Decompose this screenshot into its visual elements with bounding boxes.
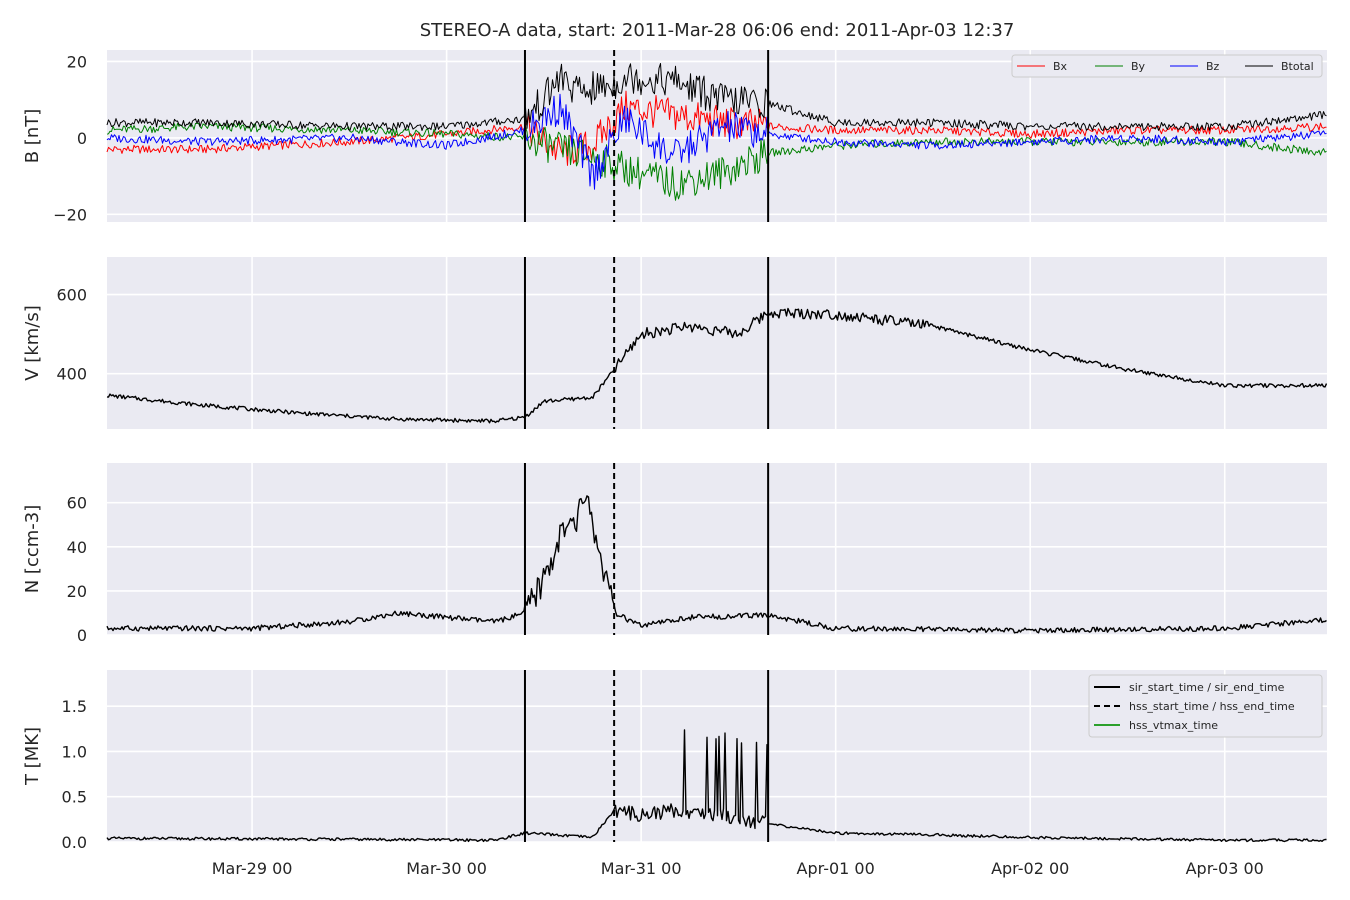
- legend-label-2: hss_start_time / hss_end_time: [1129, 700, 1295, 713]
- legend-label-bz: Bz: [1206, 60, 1220, 73]
- y-axis-label: N [ccm-3]: [22, 505, 43, 594]
- event-legend: sir_start_time / sir_end_time hss_start_t…: [1088, 674, 1323, 738]
- legend-label-by: By: [1131, 60, 1146, 73]
- series-btotal: [106, 63, 1327, 132]
- legend-label-btotal: Btotal: [1281, 60, 1314, 73]
- y-tick-label: 1.0: [62, 742, 87, 761]
- y-tick-label: 0.5: [62, 788, 87, 807]
- panel-2: 400 600 V [km/s]: [22, 257, 1328, 429]
- y-tick-label: 600: [56, 286, 87, 305]
- x-tick-label: Mar-29 00: [212, 859, 293, 878]
- y-tick-label: 400: [56, 365, 87, 384]
- y-tick-label: 0.0: [62, 833, 87, 852]
- series-bx: [106, 90, 1327, 166]
- legend-label-bx: Bx: [1053, 60, 1068, 73]
- series-v: [106, 307, 1328, 424]
- y-tick-label: 20: [67, 582, 87, 601]
- b-legend: Bx By Bz Btotal: [1011, 54, 1323, 78]
- panel-background: [107, 463, 1327, 635]
- y-axis-label: T [MK]: [22, 727, 43, 786]
- panel-3: 0 20 40 60 N [ccm-3]: [22, 463, 1327, 645]
- x-tick-label: Apr-01 00: [797, 859, 875, 878]
- y-tick-label: −20: [53, 205, 87, 224]
- legend-label-3: hss_vtmax_time: [1129, 719, 1218, 732]
- x-tick-label: Mar-30 00: [406, 859, 487, 878]
- x-tick-label: Apr-02 00: [991, 859, 1069, 878]
- legend-frame: [1088, 674, 1323, 738]
- legend-label-1: sir_start_time / sir_end_time: [1129, 681, 1285, 694]
- legend-frame: [1011, 54, 1323, 78]
- panel-background: [107, 257, 1327, 429]
- chart-title: STEREO-A data, start: 2011-Mar-28 06:06 …: [420, 20, 1015, 41]
- series-bz: [106, 93, 1327, 190]
- series-n: [106, 495, 1327, 634]
- y-tick-label: 0: [77, 129, 87, 148]
- y-axis-label: B [nT]: [22, 109, 43, 164]
- x-tick-label: Mar-31 00: [601, 859, 682, 878]
- x-tick-label: Apr-03 00: [1186, 859, 1264, 878]
- y-tick-label: 60: [67, 494, 87, 513]
- y-tick-label: 20: [67, 52, 87, 71]
- y-axis-label: V [km/s]: [22, 305, 43, 380]
- y-tick-label: 1.5: [62, 697, 87, 716]
- y-tick-label: 0: [77, 626, 87, 645]
- y-tick-label: 40: [67, 538, 87, 557]
- series-t: [106, 729, 1327, 843]
- panel-background: [107, 50, 1327, 222]
